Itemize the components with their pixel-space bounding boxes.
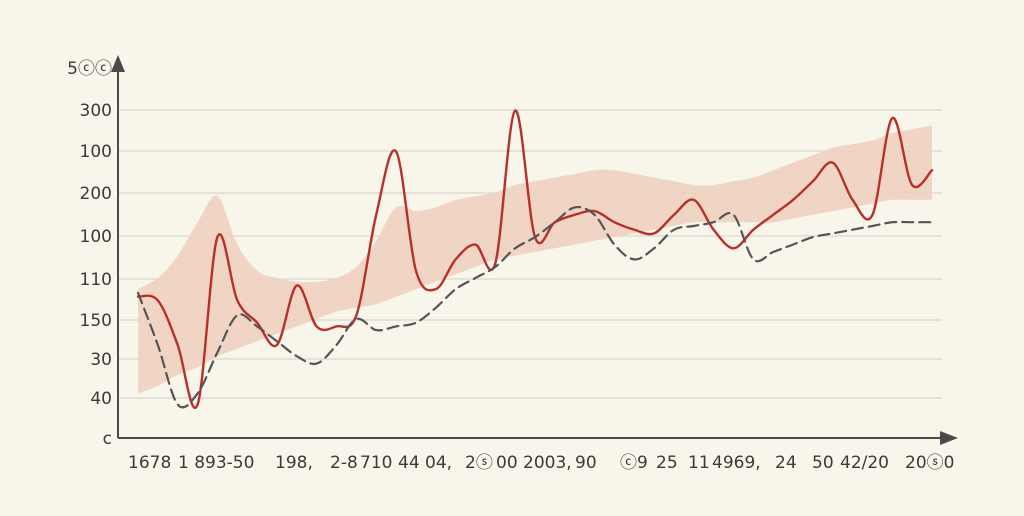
y-tick-labels: 5ⓒⓒ 300 100 200 100 110 150 30 40 c bbox=[67, 59, 112, 449]
x-tick-label: ⓒ9 bbox=[620, 453, 648, 473]
x-tick-label: 20ⓢ0 bbox=[905, 453, 954, 473]
confidence-band bbox=[138, 125, 932, 394]
x-tick-label: 24 bbox=[775, 453, 797, 473]
y-tick-label: 100 bbox=[80, 227, 112, 247]
y-tick-label: 30 bbox=[90, 350, 112, 370]
y-tick-label: 40 bbox=[90, 389, 112, 409]
y-axis-arrow bbox=[111, 55, 125, 72]
x-tick-label: 00 2003, bbox=[496, 453, 572, 473]
x-tick-label: 2-8 bbox=[330, 453, 358, 473]
y-tick-label: 200 bbox=[80, 184, 112, 204]
x-tick-label: 198, bbox=[275, 453, 313, 473]
y-tick-label: 150 bbox=[80, 311, 112, 331]
x-tick-label: 11 bbox=[688, 453, 710, 473]
y-tick-label: 5ⓒⓒ bbox=[67, 59, 112, 79]
x-tick-label: 1678 bbox=[128, 453, 171, 473]
y-tick-label: 100 bbox=[80, 142, 112, 162]
x-tick-label: 90 bbox=[575, 453, 597, 473]
x-tick-label: 4969, bbox=[712, 453, 761, 473]
y-tick-label: 300 bbox=[80, 101, 112, 121]
x-tick-labels: 1678 1 893-50 198, 2-8 710 44 04, 2ⓢ 00 2003, 90… bbox=[128, 453, 954, 473]
band-area bbox=[138, 125, 932, 394]
x-tick-label: 1 893-50 bbox=[178, 453, 254, 473]
y-tick-label: c bbox=[103, 429, 112, 449]
x-tick-label: 42/20 bbox=[840, 453, 889, 473]
x-tick-label: 50 bbox=[812, 453, 834, 473]
x-tick-label: 44 04, bbox=[398, 453, 452, 473]
series-lines bbox=[136, 109, 934, 409]
series-line-solid bbox=[136, 109, 934, 409]
x-axis-arrow bbox=[940, 431, 958, 445]
x-tick-label: 2ⓢ bbox=[465, 453, 493, 473]
axes bbox=[111, 55, 958, 445]
x-tick-label: 25 bbox=[656, 453, 678, 473]
x-tick-label: 710 bbox=[360, 453, 392, 473]
y-tick-label: 110 bbox=[80, 270, 112, 290]
series-line-dashed bbox=[136, 205, 934, 409]
